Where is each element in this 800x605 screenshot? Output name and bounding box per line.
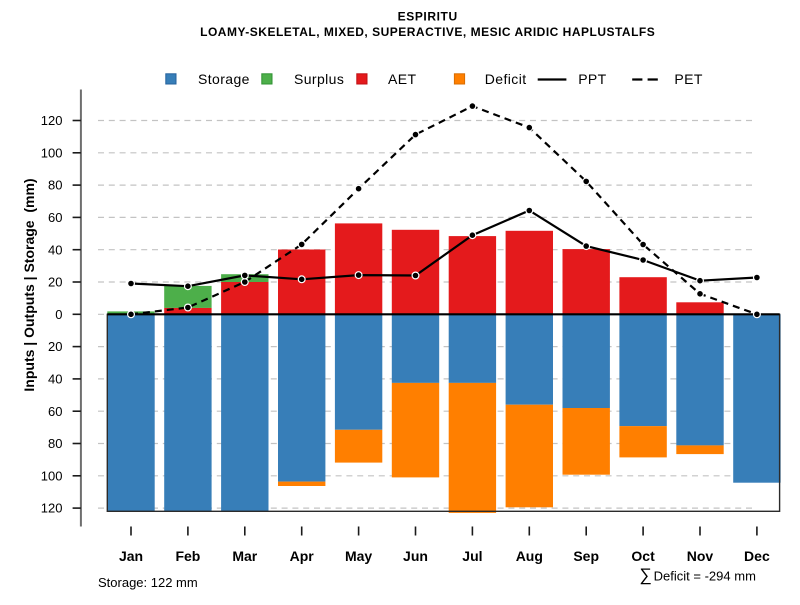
svg-text:Mar: Mar: [232, 548, 257, 564]
svg-text:40: 40: [48, 372, 62, 387]
svg-text:PPT: PPT: [578, 71, 606, 87]
svg-text:Feb: Feb: [175, 548, 200, 564]
svg-text:ESPIRITU: ESPIRITU: [398, 10, 458, 24]
svg-text:120: 120: [41, 501, 63, 516]
svg-text:Aug: Aug: [516, 548, 543, 564]
svg-text:LOAMY-SKELETAL, MIXED, SUPERAC: LOAMY-SKELETAL, MIXED, SUPERACTIVE, MESI…: [200, 25, 655, 39]
svg-text:Jan: Jan: [119, 548, 143, 564]
svg-text:Deficit: Deficit: [485, 71, 527, 87]
svg-text:Nov: Nov: [687, 548, 714, 564]
svg-text:Inputs | Outputs | Storage (m: Inputs | Outputs | Storage (mm): [21, 178, 37, 391]
svg-text:Apr: Apr: [290, 548, 315, 564]
svg-text:60: 60: [48, 404, 62, 419]
svg-text:Storage: Storage: [198, 71, 250, 87]
svg-text:Sep: Sep: [573, 548, 599, 564]
svg-text:40: 40: [48, 242, 62, 257]
svg-text:Surplus: Surplus: [294, 71, 344, 87]
svg-text:May: May: [345, 548, 372, 564]
svg-text:Jun: Jun: [403, 548, 428, 564]
svg-text:PET: PET: [674, 71, 702, 87]
svg-text:Dec: Dec: [744, 548, 770, 564]
svg-text:AET: AET: [388, 71, 416, 87]
svg-text:20: 20: [48, 275, 62, 290]
svg-text:20: 20: [48, 339, 62, 354]
svg-text:120: 120: [41, 113, 63, 128]
svg-text:∑Deficit = -294 mm: ∑ Deficit = -294 mm: [639, 565, 756, 585]
svg-text:80: 80: [48, 436, 62, 451]
svg-text:60: 60: [48, 210, 62, 225]
svg-text:Storage: 122 mm: Storage: 122 mm: [98, 575, 198, 590]
svg-text:100: 100: [41, 145, 63, 160]
svg-text:100: 100: [41, 468, 63, 483]
svg-text:Oct: Oct: [631, 548, 655, 564]
svg-text:80: 80: [48, 178, 62, 193]
svg-text:0: 0: [55, 307, 62, 322]
svg-text:Jul: Jul: [462, 548, 482, 564]
